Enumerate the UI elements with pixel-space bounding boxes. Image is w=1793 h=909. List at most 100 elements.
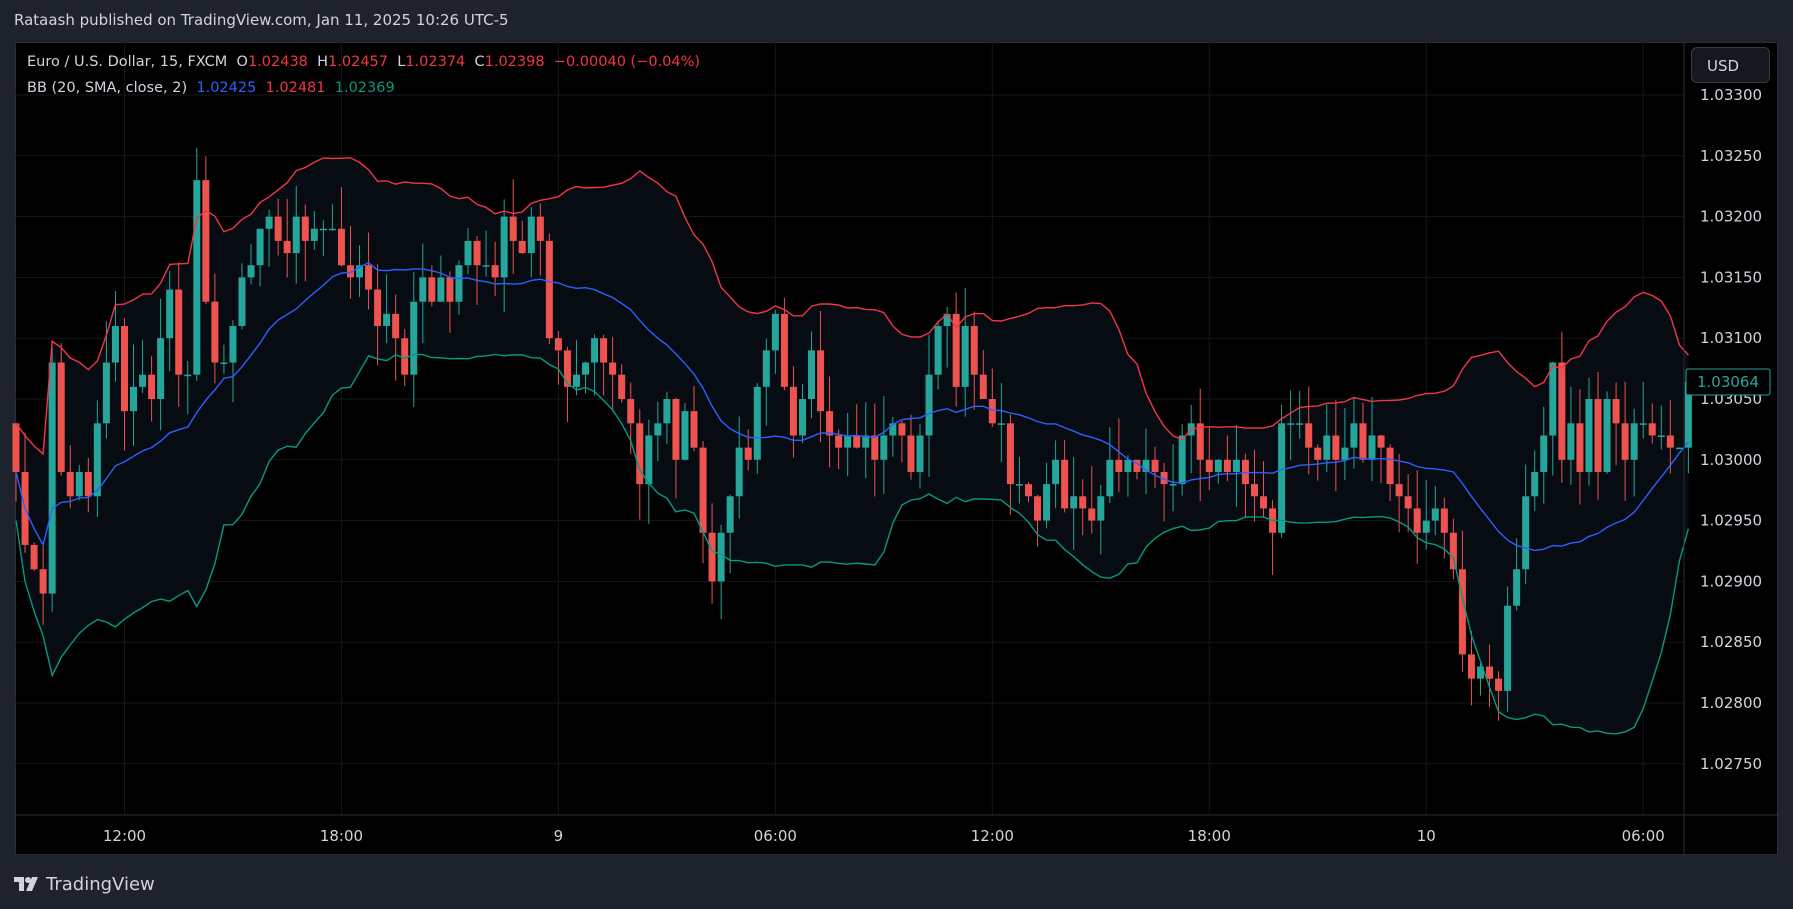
candle-down [57, 343, 65, 476]
candle-down [970, 311, 978, 410]
candle-down [545, 233, 553, 345]
candle-body [274, 216, 282, 241]
candle-down [1594, 372, 1602, 500]
bb-lower-value: 1.02369 [334, 80, 395, 96]
candle-down [346, 226, 354, 299]
candle-body [166, 289, 174, 339]
candle-down [428, 265, 436, 307]
candle-up [1232, 425, 1240, 507]
candle-up [862, 402, 870, 479]
candle-up [889, 417, 897, 457]
change-value: −0.00040 (−0.04%) [553, 54, 701, 70]
candle-body [184, 374, 192, 377]
candle-body [455, 265, 463, 302]
candle-body [1422, 520, 1430, 533]
candle-body [1070, 496, 1078, 509]
time-tick-label: 18:00 [1188, 827, 1231, 845]
candle-body [1513, 569, 1521, 606]
candle-body [961, 326, 969, 387]
candle-up [1504, 586, 1512, 712]
candle-body [1341, 447, 1349, 460]
candle-body [1061, 459, 1069, 509]
price-axis[interactable]: 1.03300 1.03250 1.03200 1.03150 1.03100 1.030… [1700, 86, 1762, 773]
price-tick-label: 1.02750 [1700, 755, 1762, 773]
candle-down [1088, 466, 1096, 534]
candle-down [609, 337, 617, 412]
candle-up [383, 274, 391, 344]
candle-down [1160, 463, 1168, 522]
candle-body [1386, 447, 1394, 485]
symbol-name[interactable]: Euro / U.S. Dollar, 15, FXCM [27, 54, 228, 70]
candle-up [1070, 457, 1078, 550]
candle-up [482, 230, 490, 277]
price-tick-label: 1.03300 [1700, 86, 1762, 104]
price-tick-label: 1.03150 [1700, 268, 1762, 286]
candle-body [1142, 459, 1150, 472]
candle-down [618, 364, 626, 403]
close-label: C [474, 54, 485, 70]
candle-body [925, 374, 933, 436]
candle-body [1314, 447, 1322, 460]
indicator-name[interactable]: BB (20, SMA, close, 2) [27, 80, 188, 96]
candle-body [600, 338, 608, 363]
candle-body [39, 569, 47, 594]
bollinger-band-fill [16, 157, 1689, 734]
candle-down [835, 429, 843, 470]
candle-down [1006, 414, 1014, 515]
candle-body [1458, 569, 1466, 655]
time-axis[interactable]: 12:00 18:00 9 06:00 12:00 18:00 10 06:00 [103, 827, 1665, 845]
candle-body [84, 471, 92, 497]
candle-down [1269, 500, 1277, 575]
candle-up [997, 383, 1005, 462]
candle-body [157, 338, 165, 399]
candle-body [609, 362, 617, 375]
candle-body [826, 411, 834, 436]
candle-up [157, 298, 165, 431]
candle-body [780, 313, 788, 387]
price-tick-label: 1.02800 [1700, 694, 1762, 712]
candle-body [1549, 362, 1557, 436]
close-value: 1.02398 [484, 54, 545, 70]
tradingview-logo[interactable]: TradingView [14, 874, 155, 895]
candle-body [672, 399, 680, 460]
candle-body [563, 350, 571, 387]
candle-up [1567, 386, 1575, 485]
candle-body [1097, 496, 1105, 521]
candle-body [1260, 496, 1268, 509]
candle-body [464, 240, 472, 266]
candle-down [1359, 402, 1367, 463]
candle-up [1630, 408, 1638, 497]
current-price-label: 1.03064 [1697, 373, 1759, 391]
candles [12, 147, 1692, 721]
candle-body [1431, 508, 1439, 521]
candle-body [1332, 435, 1340, 460]
candle-body [735, 447, 743, 497]
candle-body [139, 374, 147, 387]
candle-body [889, 423, 897, 436]
price-tick-label: 1.02900 [1700, 572, 1762, 590]
candle-body [1675, 447, 1683, 450]
candle-down [871, 403, 879, 497]
candle-body [12, 423, 20, 472]
candle-body [1603, 399, 1611, 472]
currency-button[interactable]: USD [1691, 47, 1770, 83]
candle-down [1486, 644, 1494, 708]
candle-body [1684, 381, 1692, 448]
candle-down [636, 409, 644, 520]
candle-body [491, 265, 499, 278]
low-value: 1.02374 [405, 54, 466, 70]
candle-body [1151, 459, 1159, 472]
candle-body [1621, 423, 1629, 460]
candle-body [817, 350, 825, 412]
candle-body [808, 350, 816, 399]
candle-down [301, 204, 309, 282]
candle-up [527, 207, 535, 278]
candle-body [853, 435, 861, 448]
publish-header: Rataash published on TradingView.com, Ja… [0, 0, 1793, 42]
candle-down [1305, 386, 1313, 475]
candle-body [518, 240, 526, 254]
candle-down [1024, 482, 1032, 503]
candle-body [193, 180, 201, 375]
candle-up [310, 210, 318, 250]
